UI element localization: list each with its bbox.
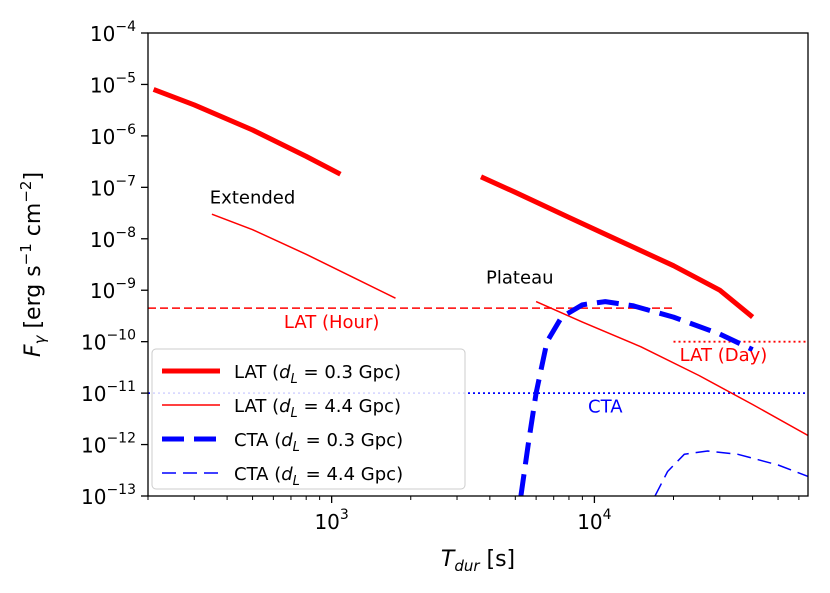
axes-frame [147, 32, 809, 497]
y-tick-label: 10−5 [90, 70, 136, 97]
legend-box [151, 348, 466, 490]
legend-label-cta-4.4-gpc: CTA (dL = 4.4 Gpc) [234, 464, 403, 489]
series-lat-4.4-gpc-segment-1 [211, 213, 396, 299]
y-tick-label: 10−12 [81, 431, 136, 458]
x-tick-label: 103 [314, 507, 348, 534]
y-tick-label: 10−8 [90, 225, 136, 252]
series-lat-0.3-gpc-segment-1 [152, 87, 342, 177]
y-tick-label: 10−13 [81, 482, 136, 509]
x-axis-label: Tdur [s] [441, 547, 515, 575]
series-lat-0.3-gpc-segment-2 [479, 174, 755, 320]
y-tick-label: 10−10 [81, 328, 136, 355]
annotation-extended: Extended [210, 188, 296, 209]
annotation-layer: Extended Plateau LAT (Hour) LAT (Day) CTA [210, 188, 768, 418]
series-lat-4.4-gpc-segment-2 [535, 300, 808, 437]
annotation-cta: CTA [588, 397, 623, 418]
legend-label-lat-0.3-gpc: LAT (dL = 0.3 Gpc) [234, 362, 401, 387]
y-tick-label: 10−11 [81, 379, 136, 406]
y-tick-label: 10−4 [90, 19, 136, 46]
y-axis-label: Fγ [erg s−1 cm−2] [17, 172, 49, 357]
y-tick-label: 10−6 [90, 122, 136, 149]
y-tick-label: 10−9 [90, 276, 136, 303]
series-cta-0.3-gpc-segment-1 [518, 299, 754, 496]
legend: LAT (dL = 0.3 Gpc) LAT (dL = 4.4 Gpc) CTA … [151, 348, 466, 490]
tick-layer: 103 104 10−13 10−12 10−11 10−10 10−9 10−8 10−7 10… [81, 19, 800, 534]
annotation-lat-day: LAT (Day) [680, 345, 768, 366]
series-cta-4.4-gpc-segment-1 [654, 450, 808, 496]
annotation-plateau: Plateau [486, 267, 553, 288]
x-tick-label: 104 [577, 507, 611, 534]
legend-label-cta-0.3-gpc: CTA (dL = 0.3 Gpc) [234, 430, 403, 455]
legend-label-lat-4.4-gpc: LAT (dL = 4.4 Gpc) [234, 396, 401, 421]
y-tick-label: 10−7 [90, 173, 136, 200]
annotation-lat-hour: LAT (Hour) [284, 312, 379, 333]
